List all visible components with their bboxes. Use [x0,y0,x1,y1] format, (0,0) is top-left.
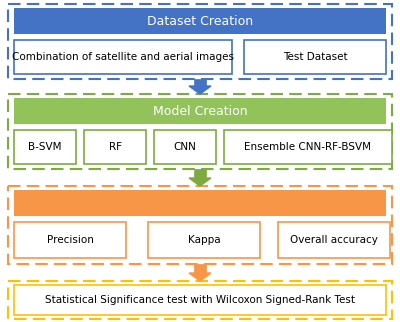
Text: Kappa: Kappa [188,235,220,245]
Text: Ensemble CNN-RF-BSVM: Ensemble CNN-RF-BSVM [244,142,372,152]
Text: CNN: CNN [174,142,196,152]
Bar [244,40,386,74]
Text: Accuracy Assesment: Accuracy Assesment [135,196,265,210]
Bar [14,40,232,74]
Polygon shape [189,273,211,281]
Polygon shape [189,178,211,186]
Text: Test Dataset: Test Dataset [283,52,347,62]
Bar [8,186,392,264]
Bar [154,130,216,164]
Text: Overall accuracy: Overall accuracy [290,235,378,245]
Bar [14,98,386,124]
Bar [14,8,386,34]
Bar [14,130,76,164]
Text: Statistical Significance test with Wilcoxon Signed-Rank Test: Statistical Significance test with Wilco… [45,295,355,305]
Text: Model Creation: Model Creation [153,105,247,118]
Text: Precision: Precision [46,235,94,245]
Bar [84,130,146,164]
Bar [8,4,392,79]
Bar [224,130,392,164]
Bar [8,281,392,319]
Bar [8,94,392,169]
Bar [194,79,206,86]
Bar [14,190,386,216]
Text: B-SVM: B-SVM [28,142,62,152]
Bar [14,285,386,315]
Bar [14,222,126,258]
Polygon shape [189,86,211,94]
Text: Combination of satellite and aerial images: Combination of satellite and aerial imag… [12,52,234,62]
Text: Dataset Creation: Dataset Creation [147,14,253,27]
Bar [194,169,206,178]
Bar [194,264,206,273]
Bar [148,222,260,258]
Text: RF: RF [108,142,122,152]
Bar [278,222,390,258]
